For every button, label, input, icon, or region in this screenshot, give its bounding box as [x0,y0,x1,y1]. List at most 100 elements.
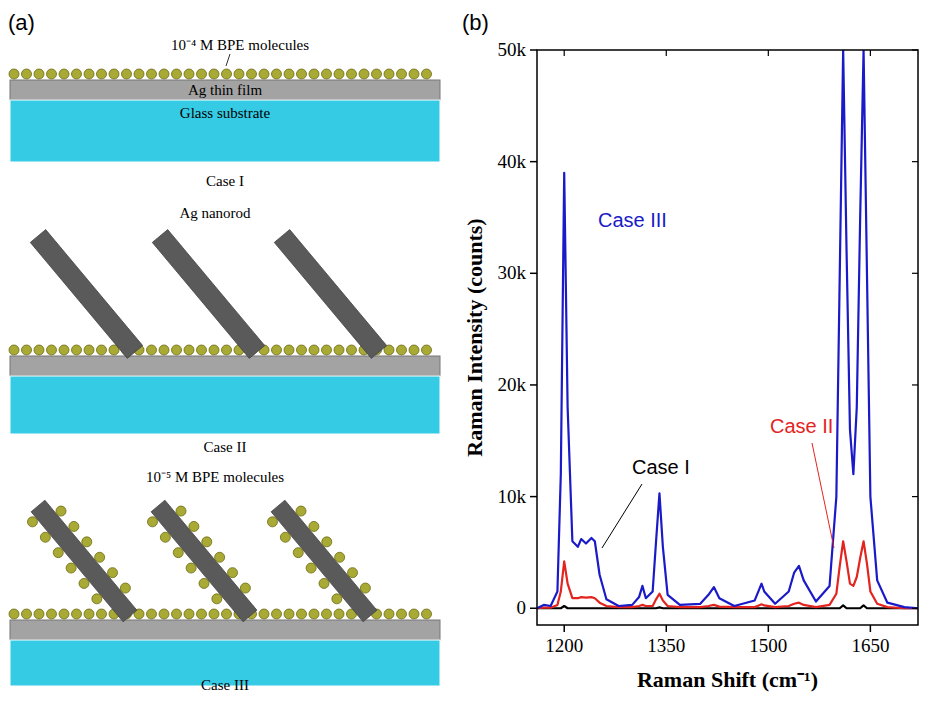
molecule [422,609,432,619]
molecule [222,69,232,79]
molecule [47,69,57,79]
molecule [397,345,407,355]
plot-lines [537,50,918,608]
molecule [72,69,82,79]
y-tick-label: 20k [498,374,527,395]
ag-film [10,356,440,376]
molecule [322,69,332,79]
molecule [84,69,94,79]
molecule [397,69,407,79]
molecule [120,583,130,593]
molecule [197,69,207,79]
molecule [309,609,319,619]
molecule [79,578,89,588]
x-tick-label: 1650 [851,635,889,656]
x-tick-label: 1200 [545,635,583,656]
y-tick-right [912,384,918,385]
molecule [34,345,44,355]
x-tick-label: 1500 [749,635,787,656]
x-tick-top [564,50,565,56]
y-tick-label: 10k [498,486,527,507]
molecule [176,506,186,516]
molecule [202,537,212,547]
molecule [109,69,119,79]
panel-b: (b)1200135015001650010k20k30k40k50kRaman… [462,10,918,692]
molecule [172,345,182,355]
ag-nanorod [271,500,377,622]
molecule [172,69,182,79]
molecule [222,345,232,355]
molecule [272,345,282,355]
molecule [284,345,294,355]
molecule [347,345,357,355]
panel-label: (b) [462,10,489,35]
molecule [209,345,219,355]
y-axis-title: Raman Intensity (counts) [462,218,487,456]
panel-label: (a) [8,10,35,35]
molecule [59,345,69,355]
y-tick-label: 50k [498,39,527,60]
case-1-schematic: 10⁻⁴ M BPE moleculesAg thin filmGlass su… [9,37,440,189]
molecule [159,609,169,619]
molecule [360,583,370,593]
molecule [47,609,57,619]
leader-line [226,54,230,66]
x-axis-title: Raman Shift (cm⁻¹) [637,667,818,692]
y-tick [530,384,537,386]
molecule [348,568,358,578]
molecule [172,609,182,619]
molecule [69,521,79,531]
case-label: Case I [206,173,244,189]
molecule [332,594,342,604]
x-tick-top [768,50,769,56]
molecule [397,609,407,619]
molecules-label: 10⁻⁴ M BPE molecules [171,37,309,53]
molecule [309,521,319,531]
molecule [97,609,107,619]
case-3-schematic: 10⁻⁵ M BPE molecules Case III [9,469,440,693]
substrate-label: Glass substrate [180,105,271,121]
molecule [297,69,307,79]
molecule [72,609,82,619]
molecule [409,609,419,619]
molecule [22,69,32,79]
molecule [27,517,37,527]
molecule [97,345,107,355]
molecule [173,548,183,558]
molecule [284,609,294,619]
panel-a: (a)10⁻⁴ M BPE moleculesAg thin filmGlass… [8,10,440,693]
molecule [59,609,69,619]
molecule [322,537,332,547]
molecule [384,69,394,79]
molecule [272,69,282,79]
ag-nanorod [151,500,257,622]
molecules-label: 10⁻⁵ M BPE molecules [146,469,284,485]
label-background [630,455,692,479]
molecule [409,69,419,79]
molecule [108,568,118,578]
y-tick-right [912,496,918,497]
x-tick-label: 1350 [647,635,685,656]
x-tick [563,625,565,632]
case-label: Case II [204,439,247,455]
x-tick [768,625,770,632]
case-label: Case III [201,677,249,693]
molecule [209,69,219,79]
molecule [122,69,132,79]
molecule [240,583,250,593]
molecule [147,345,157,355]
case-2-schematic: Ag nanorodCase II [9,205,440,455]
molecule [280,532,290,542]
series-label: Case III [598,209,667,231]
page: {"panel_labels": ["(a)", "(b)"], "diagra… [0,0,930,711]
molecule [9,345,19,355]
molecule [422,345,432,355]
molecule [197,609,207,619]
molecule [272,609,282,619]
ag-film [10,620,440,640]
x-tick [666,625,668,632]
molecule [222,609,232,619]
y-tick-label: 40k [498,151,527,172]
molecule [209,609,219,619]
series-label: Case I [632,456,690,478]
